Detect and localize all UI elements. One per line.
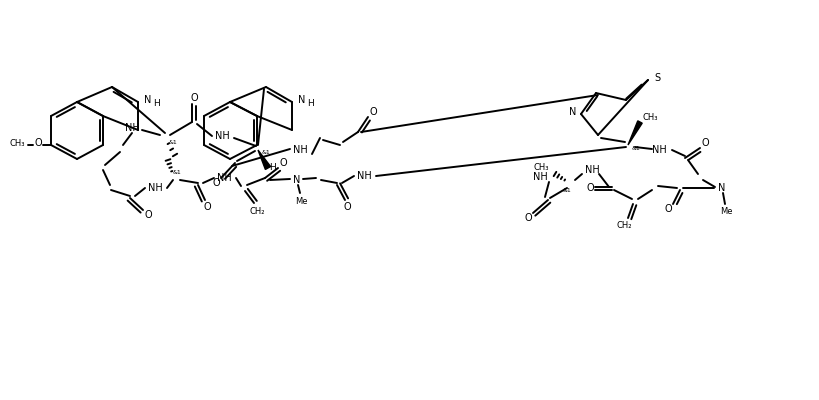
Text: S: S [654,73,660,83]
Text: O: O [190,93,198,103]
Text: O: O [586,183,594,193]
Text: O: O [212,178,219,188]
Text: O: O [524,213,532,223]
Text: O: O [369,107,377,117]
Text: O: O [144,210,152,220]
Text: NH: NH [147,183,162,193]
Text: &1: &1 [631,146,640,152]
Text: NH: NH [124,123,139,133]
Text: CH₂: CH₂ [249,206,265,216]
Polygon shape [628,121,642,145]
Text: Me: Me [720,208,732,216]
Text: O: O [279,158,287,168]
Text: O: O [34,138,42,148]
Text: &1: &1 [261,150,270,154]
Text: NH: NH [216,173,232,183]
Text: O: O [701,138,708,148]
Text: N: N [144,95,152,105]
Text: &1: &1 [563,188,572,192]
Text: NH: NH [585,165,600,175]
Text: CH₃: CH₃ [533,164,549,172]
Text: NH: NH [652,145,667,155]
Text: H: H [306,98,314,108]
Text: NH: NH [356,171,371,181]
Text: NH: NH [532,172,547,182]
Text: N: N [718,183,726,193]
Text: H: H [269,164,276,172]
Text: &1: &1 [169,140,178,144]
Text: &1: &1 [173,170,181,174]
Polygon shape [258,150,270,170]
Text: O: O [343,202,351,212]
Text: Me: Me [295,198,307,206]
Text: N: N [298,95,305,105]
Text: O: O [203,202,210,212]
Text: CH₂: CH₂ [616,222,631,230]
Text: N: N [293,175,301,185]
Text: N: N [569,107,577,117]
Text: CH₃: CH₃ [9,138,25,148]
Text: O: O [664,204,672,214]
Text: NH: NH [292,145,307,155]
Text: CH₃: CH₃ [642,112,658,122]
Text: NH: NH [215,131,229,141]
Text: H: H [152,98,160,108]
